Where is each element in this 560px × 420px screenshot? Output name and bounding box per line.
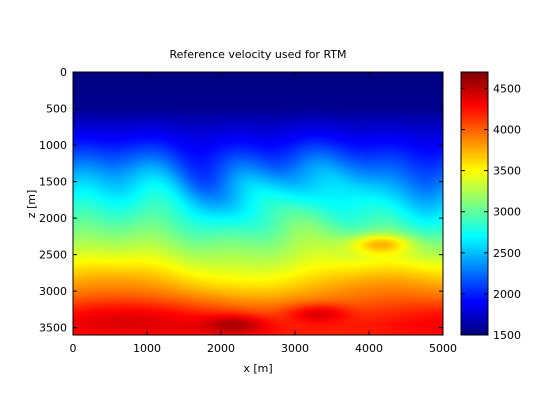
- velocity-heatmap: [73, 72, 443, 335]
- y-tick-label: 1000: [39, 139, 67, 152]
- y-tick-label: 3000: [39, 285, 67, 298]
- y-tick-label: 0: [60, 66, 67, 79]
- x-tick-label: 5000: [429, 342, 457, 355]
- x-axis-label: x [m]: [243, 362, 272, 375]
- colorbar-tick-label: 2000: [493, 288, 521, 301]
- colorbar-tick-label: 1500: [493, 329, 521, 342]
- x-axis: 0 1000 2000 3000 4000 5000: [70, 72, 457, 355]
- colorbar-tick-label: 2500: [493, 247, 521, 260]
- plot-area: [72, 71, 444, 336]
- chart-title: Reference velocity used for RTM: [170, 48, 347, 61]
- colorbar-tick-label: 4000: [493, 124, 521, 137]
- x-tick-label: 1000: [133, 342, 161, 355]
- y-axis: 0 500 1000 1500 2000 2500 3000 3500: [39, 66, 443, 335]
- x-tick-label: 3000: [281, 342, 309, 355]
- colorbar-ticks: 1500 2000 2500 3000 3500 4000 4500: [461, 82, 521, 342]
- colorbar-tick-label: 4500: [493, 82, 521, 95]
- y-tick-label: 2500: [39, 249, 67, 262]
- colorbar-tick-label: 3000: [493, 206, 521, 219]
- x-tick-label: 2000: [207, 342, 235, 355]
- y-tick-label: 3500: [39, 322, 67, 335]
- plot-frame: [72, 71, 444, 336]
- y-tick-label: 500: [46, 103, 67, 116]
- colorbar-gradient: [461, 72, 488, 335]
- colorbar-frame: [460, 71, 489, 336]
- colorbar-tick-label: 3500: [493, 165, 521, 178]
- x-tick-label: 0: [70, 342, 77, 355]
- y-tick-label: 2000: [39, 212, 67, 225]
- colorbar: 1500 2000 2500 3000 3500 4000 4500: [460, 71, 521, 342]
- x-tick-label: 4000: [355, 342, 383, 355]
- y-axis-label: z [m]: [25, 190, 38, 219]
- y-tick-label: 1500: [39, 176, 67, 189]
